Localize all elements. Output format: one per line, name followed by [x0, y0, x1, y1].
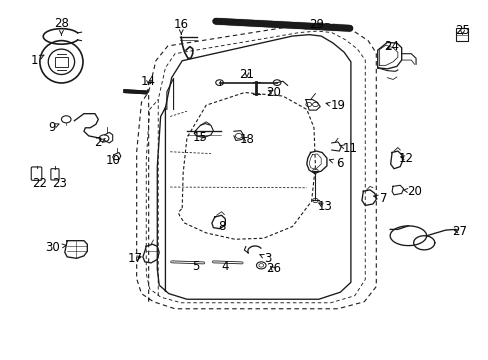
Text: 15: 15 — [193, 131, 207, 144]
Text: 10: 10 — [105, 154, 120, 167]
Text: 16: 16 — [173, 18, 188, 34]
Text: 7: 7 — [373, 192, 386, 205]
Text: 23: 23 — [52, 177, 67, 190]
Text: 17: 17 — [127, 252, 142, 265]
Text: 26: 26 — [265, 262, 280, 275]
Text: 20: 20 — [265, 86, 280, 99]
Text: 30: 30 — [45, 240, 66, 253]
Text: 8: 8 — [217, 220, 225, 233]
Text: 4: 4 — [221, 260, 228, 273]
Text: 12: 12 — [398, 152, 413, 165]
Text: 18: 18 — [239, 133, 254, 146]
Text: 20: 20 — [403, 185, 421, 198]
Text: 29: 29 — [302, 18, 323, 31]
Text: 19: 19 — [325, 99, 345, 112]
Text: 25: 25 — [454, 23, 469, 37]
Text: 28: 28 — [54, 17, 69, 35]
Text: 22: 22 — [32, 177, 47, 190]
Text: 13: 13 — [317, 200, 332, 213]
Text: 5: 5 — [191, 260, 199, 273]
Text: 21: 21 — [239, 68, 254, 81]
Text: 9: 9 — [48, 121, 59, 134]
Text: 27: 27 — [451, 225, 466, 238]
Text: 2: 2 — [94, 136, 105, 149]
Text: 24: 24 — [384, 40, 399, 53]
Text: 1: 1 — [31, 54, 44, 67]
Text: 11: 11 — [339, 142, 357, 155]
Text: 14: 14 — [141, 75, 156, 88]
Text: 6: 6 — [329, 157, 343, 170]
Text: 3: 3 — [259, 252, 271, 265]
